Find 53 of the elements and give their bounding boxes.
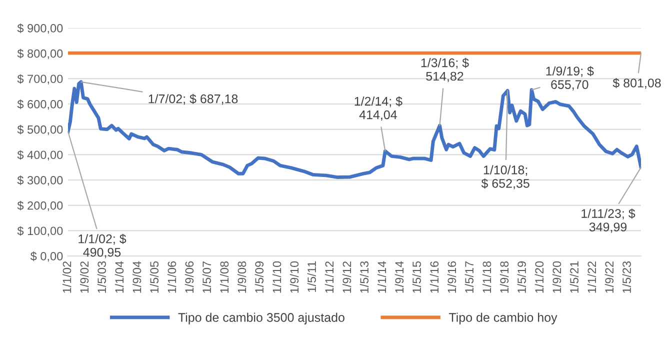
x-tick-label: 1/9/08: [237, 261, 246, 293]
x-tick-label: 1/9/06: [184, 261, 194, 293]
x-tick-label: 1/9/22: [604, 261, 614, 293]
x-tick-label: 1/5/21: [570, 261, 578, 293]
x-tick-label: 1/9/16: [447, 261, 456, 293]
x-tick-label: 1/1/22: [587, 261, 596, 293]
x-tick-label: 1/9/20: [552, 261, 562, 293]
x-tick-label: 1/5/17: [464, 261, 474, 293]
x-tick-label: 1/5/05: [150, 261, 159, 293]
x-tick-label: 1/1/16: [430, 261, 439, 293]
x-tick-label: 1/1/18: [482, 261, 492, 293]
x-tick-label: 1/5/15: [412, 261, 421, 293]
x-tick-label: 1/1/08: [220, 261, 229, 293]
annotation: 1/2/14; $ 414,04: [354, 96, 402, 121]
x-tick-label: 1/1/12: [324, 261, 334, 293]
x-tick-label: 1/5/09: [254, 261, 264, 293]
y-tick-label: $ 0,00: [30, 252, 63, 262]
y-tick-label: $ 200,00: [17, 200, 63, 212]
y-tick-label: $ 500,00: [17, 124, 63, 136]
y-tick-label: $ 300,00: [17, 176, 63, 186]
annotation: 1/10/18; $ 652,35: [481, 165, 530, 190]
x-tick-label: 1/5/13: [360, 261, 369, 293]
annotation: 1/11/23; $ 349,99: [582, 208, 636, 233]
x-tick-label: 1/9/04: [132, 261, 142, 293]
x-tick-label: 1/1/06: [167, 261, 176, 293]
annotation: 1/3/16; $ 514,82: [421, 58, 469, 82]
legend-label: Tipo de cambio 3500 ajustado: [178, 312, 344, 324]
y-tick-label: $ 400,00: [17, 150, 63, 160]
x-tick-label: 1/9/02: [80, 261, 89, 293]
x-tick-label: 1/1/20: [534, 261, 544, 293]
x-tick-label: 1/5/11: [307, 261, 316, 292]
y-tick-label: $ 800,00: [17, 48, 63, 60]
x-tick-label: 1/1/10: [272, 261, 282, 293]
x-tick-label: 1/1/02: [62, 261, 72, 293]
y-tick-label: $ 700,00: [17, 74, 63, 84]
x-tick-label: 1/9/12: [342, 261, 352, 293]
annotation: 1/7/02; $ 687,18: [148, 94, 238, 105]
annotation: 1/1/02; $ 490,95: [78, 234, 126, 258]
x-tick-label: 1/9/18: [500, 261, 509, 293]
x-tick-label: 1/9/10: [290, 261, 299, 293]
x-tick-label: 1/5/19: [517, 261, 526, 293]
legend-label: Tipo de cambio hoy: [448, 312, 558, 324]
x-tick-label: 1/5/03: [97, 261, 106, 293]
x-tick-label: 1/5/23: [622, 261, 631, 293]
y-tick-label: $ 600,00: [17, 100, 63, 110]
x-tick-label: 1/5/07: [202, 261, 212, 293]
annotation: $ 801,08: [612, 78, 661, 89]
y-tick-label: $ 100,00: [17, 226, 63, 236]
x-tick-label: 1/9/14: [394, 261, 404, 293]
x-tick-label: 1/1/14: [377, 261, 386, 293]
y-tick-label: $ 900,00: [17, 24, 63, 34]
annotation: 1/9/19; $ 655,70: [546, 66, 594, 90]
x-tick-label: 1/1/04: [114, 261, 124, 293]
